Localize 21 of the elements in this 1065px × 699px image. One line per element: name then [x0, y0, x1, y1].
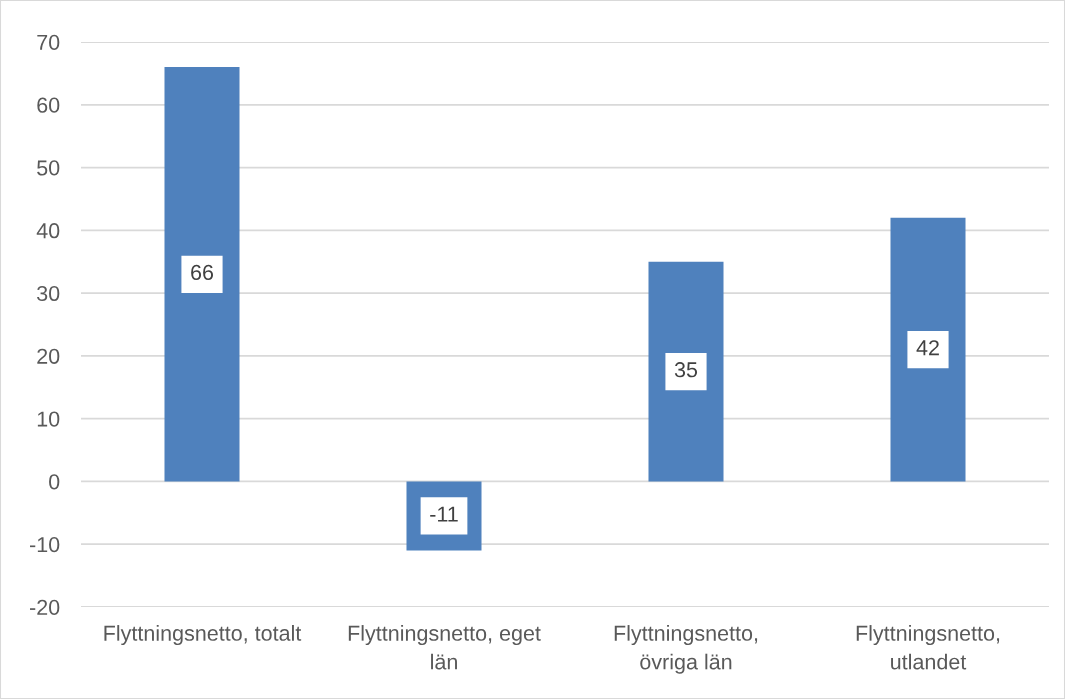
data-label: -11	[430, 506, 458, 522]
y-tick-label: -10	[30, 536, 60, 553]
y-tick-label: -20	[30, 599, 60, 616]
y-tick-label: 50	[37, 160, 60, 176]
y-tick-label: 40	[36, 223, 60, 239]
x-tick-label: Flyttningsnetto, totalt	[104, 625, 302, 646]
y-tick-label: 0	[49, 474, 60, 490]
y-tick-label: 10	[37, 411, 60, 427]
y-tick-label: 30	[37, 285, 60, 302]
bar	[648, 261, 724, 482]
y-tick-label: 20	[37, 348, 60, 364]
x-tick-label: Flyttningsnetto, övriga län	[614, 625, 758, 674]
x-tick-label: Flyttningsnetto, eget län	[348, 625, 541, 670]
data-label: 42	[916, 340, 939, 356]
data-label: 66	[191, 264, 214, 281]
x-tick-label: Flyttningsnetto, utlandet	[856, 625, 1000, 670]
data-label: 35	[674, 362, 698, 378]
y-tick-label: 70	[37, 34, 60, 51]
bar	[164, 67, 240, 482]
bar	[890, 217, 966, 482]
y-tick-label: 60	[37, 97, 60, 113]
